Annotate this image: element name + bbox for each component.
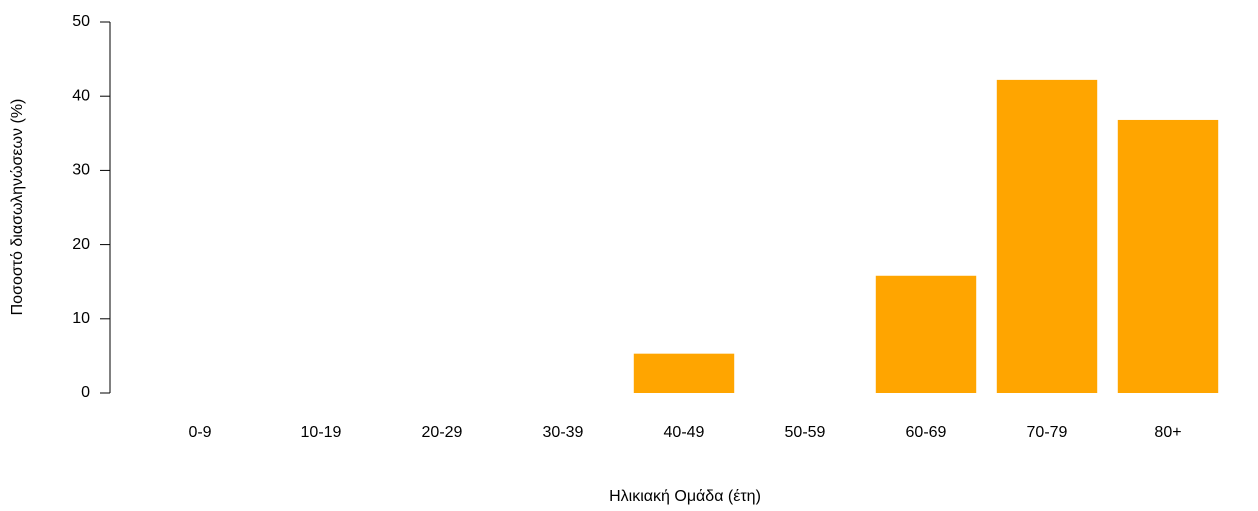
- x-tick-label: 80+: [1154, 424, 1181, 441]
- y-tick-label: 40: [72, 87, 90, 104]
- y-tick-label: 30: [72, 162, 90, 179]
- x-tick-label: 0-9: [188, 424, 211, 441]
- x-axis-title: Ηλικιακή Ομάδα (έτη): [609, 488, 761, 505]
- y-tick-label: 10: [72, 310, 90, 327]
- y-tick-label: 0: [81, 384, 90, 401]
- y-axis-title: Ποσοστό διασωληνώσεων (%): [9, 99, 26, 316]
- x-tick-label: 50-59: [785, 424, 826, 441]
- bar: [1117, 119, 1219, 393]
- x-tick-label: 30-39: [543, 424, 584, 441]
- bar: [996, 79, 1098, 393]
- x-tick-label: 10-19: [301, 424, 342, 441]
- y-tick-label: 20: [72, 236, 90, 253]
- x-tick-label: 20-29: [422, 424, 463, 441]
- bar: [633, 353, 735, 393]
- bar: [875, 275, 977, 393]
- x-tick-label: 40-49: [664, 424, 705, 441]
- x-tick-label: 70-79: [1027, 424, 1068, 441]
- y-tick-label: 50: [72, 13, 90, 30]
- x-tick-label: 60-69: [906, 424, 947, 441]
